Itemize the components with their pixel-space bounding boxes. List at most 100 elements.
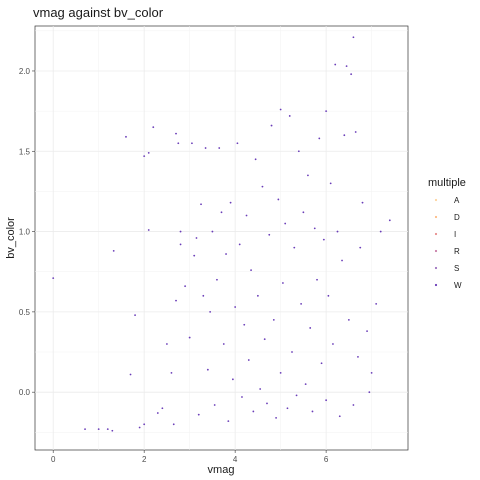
data-point [275, 416, 277, 419]
data-point [322, 238, 325, 241]
data-point [234, 306, 237, 308]
data-point [266, 402, 268, 405]
legend-key-i [434, 232, 438, 236]
x-tick-label: 0 [51, 455, 56, 464]
data-point [138, 426, 141, 429]
y-axis-title: bv_color [5, 217, 17, 259]
data-point [227, 420, 230, 422]
data-point [243, 323, 246, 326]
data-point [111, 429, 114, 432]
data-point [252, 410, 255, 413]
data-point [247, 359, 250, 361]
data-point [368, 391, 371, 394]
data-point [147, 229, 150, 231]
legend-key-r [434, 249, 438, 253]
data-point [293, 246, 296, 249]
data-point [250, 269, 252, 272]
x-axis: 0 2 4 6 [51, 450, 329, 464]
chart-title: vmag against bv_color [33, 5, 164, 20]
y-tick-label: 1.0 [19, 228, 31, 237]
data-point [175, 299, 177, 302]
data-point [347, 319, 350, 321]
data-point [218, 147, 221, 149]
data-point [316, 278, 318, 281]
data-point [147, 151, 150, 154]
plot-panel [34, 25, 409, 451]
data-point [129, 373, 132, 376]
data-point [366, 330, 368, 333]
data-point [270, 124, 273, 127]
data-point [134, 314, 136, 316]
data-point [291, 351, 293, 353]
data-point [143, 423, 146, 426]
data-point [204, 147, 207, 149]
data-point [279, 372, 282, 374]
data-point [375, 302, 378, 305]
data-point [318, 137, 321, 140]
y-axis: 0.0 0.5 1.0 1.5 2.0 [19, 67, 35, 397]
data-point [388, 219, 391, 222]
y-tick-label: 0.0 [19, 388, 31, 397]
data-point [84, 428, 86, 431]
data-point [304, 383, 307, 386]
data-point [161, 407, 164, 410]
data-point [343, 134, 346, 137]
data-points [52, 36, 391, 432]
data-point [256, 294, 259, 297]
data-point [193, 254, 196, 257]
data-point [231, 378, 234, 381]
y-tick-label: 1.5 [19, 147, 31, 156]
data-point [350, 73, 353, 76]
data-point [172, 423, 175, 426]
data-point [320, 362, 323, 365]
data-point [125, 135, 127, 138]
data-point [236, 142, 239, 145]
data-point [338, 415, 341, 418]
data-point [336, 230, 339, 233]
data-point [357, 355, 359, 358]
data-point [288, 115, 291, 117]
data-point [229, 201, 232, 204]
data-point [220, 211, 223, 214]
data-point [202, 294, 205, 297]
data-point [279, 108, 282, 111]
data-point [327, 294, 330, 297]
data-point [313, 227, 316, 230]
data-point [277, 198, 280, 201]
data-point [238, 243, 241, 246]
x-tick-label: 6 [324, 455, 329, 464]
data-point [329, 182, 332, 185]
data-point [195, 237, 198, 239]
y-tick-label: 0.5 [19, 308, 31, 317]
data-point [213, 404, 216, 406]
data-point [245, 214, 248, 217]
data-point [325, 399, 328, 402]
x-tick-label: 4 [233, 455, 238, 464]
data-point [370, 372, 373, 374]
data-point [52, 277, 55, 280]
data-point [259, 388, 262, 390]
data-point [225, 253, 227, 255]
data-point [206, 368, 209, 371]
data-point [175, 132, 177, 135]
data-point [302, 211, 305, 214]
data-point [352, 36, 355, 39]
data-point [352, 404, 355, 406]
legend-key-w [434, 283, 438, 287]
data-point [222, 343, 225, 345]
data-point [284, 222, 287, 225]
grid [35, 26, 408, 450]
data-point [309, 327, 312, 329]
data-point [268, 233, 271, 236]
data-point [211, 230, 214, 233]
data-point [361, 201, 364, 204]
data-point [311, 410, 314, 413]
data-point [191, 142, 193, 145]
legend-label-r: R [454, 247, 460, 256]
legend-label-i: I [454, 230, 456, 239]
data-point [152, 126, 155, 129]
data-point [216, 278, 218, 281]
data-point [200, 203, 202, 206]
data-point [143, 155, 146, 157]
